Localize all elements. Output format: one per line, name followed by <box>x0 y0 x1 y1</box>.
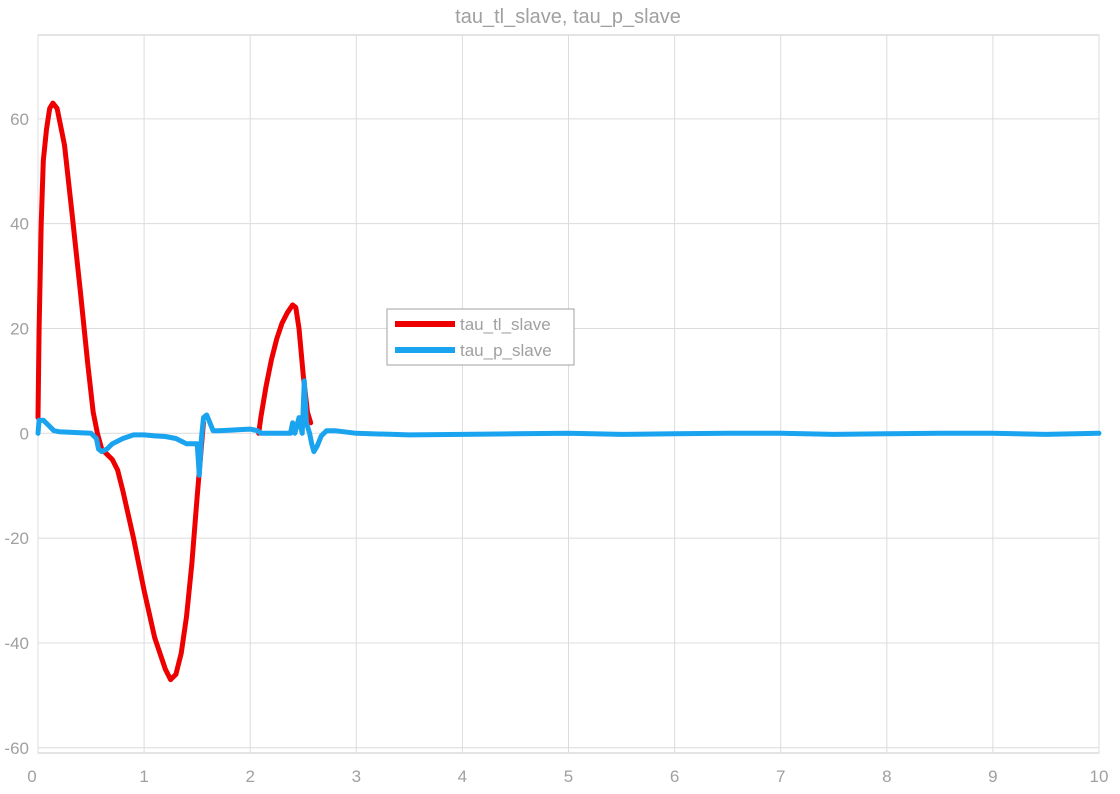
legend-label-tau-tl-slave: tau_tl_slave <box>460 315 551 334</box>
y-tick-label: 20 <box>10 319 29 338</box>
x-tick-label: 0 <box>27 767 36 786</box>
x-tick-label: 3 <box>352 767 361 786</box>
x-tick-label: 5 <box>564 767 573 786</box>
y-tick-label: 40 <box>10 215 29 234</box>
legend-label-tau-p-slave: tau_p_slave <box>460 341 552 360</box>
x-tick-label: 2 <box>245 767 254 786</box>
y-tick-label: -60 <box>4 739 29 758</box>
y-tick-label: 0 <box>20 424 29 443</box>
legend: tau_tl_slave tau_p_slave <box>386 308 575 366</box>
x-tick-label: 9 <box>988 767 997 786</box>
series-line-tau-tl-slave <box>256 302 314 436</box>
chart-title: tau_tl_slave, tau_p_slave <box>455 6 681 28</box>
series-line-tau-p-slave <box>35 378 1102 478</box>
y-tick-label: -40 <box>4 634 29 653</box>
y-tick-label: -20 <box>4 529 29 548</box>
x-tick-label: 4 <box>458 767 467 786</box>
x-tick-label: 6 <box>670 767 679 786</box>
y-tick-label: 60 <box>10 110 29 129</box>
series-line-tau-tl-slave <box>35 100 206 683</box>
series-layer <box>35 100 1102 683</box>
grid <box>37 35 1100 753</box>
x-tick-label: 8 <box>882 767 891 786</box>
x-tick-label: 7 <box>776 767 785 786</box>
legend-box <box>386 308 575 366</box>
x-tick-label: 1 <box>139 767 148 786</box>
tick-labels: 0 1 2 3 4 5 6 7 8 9 10 -60 -40 -20 0 20 40 60 <box>4 110 1108 786</box>
x-tick-label: 10 <box>1090 767 1109 786</box>
